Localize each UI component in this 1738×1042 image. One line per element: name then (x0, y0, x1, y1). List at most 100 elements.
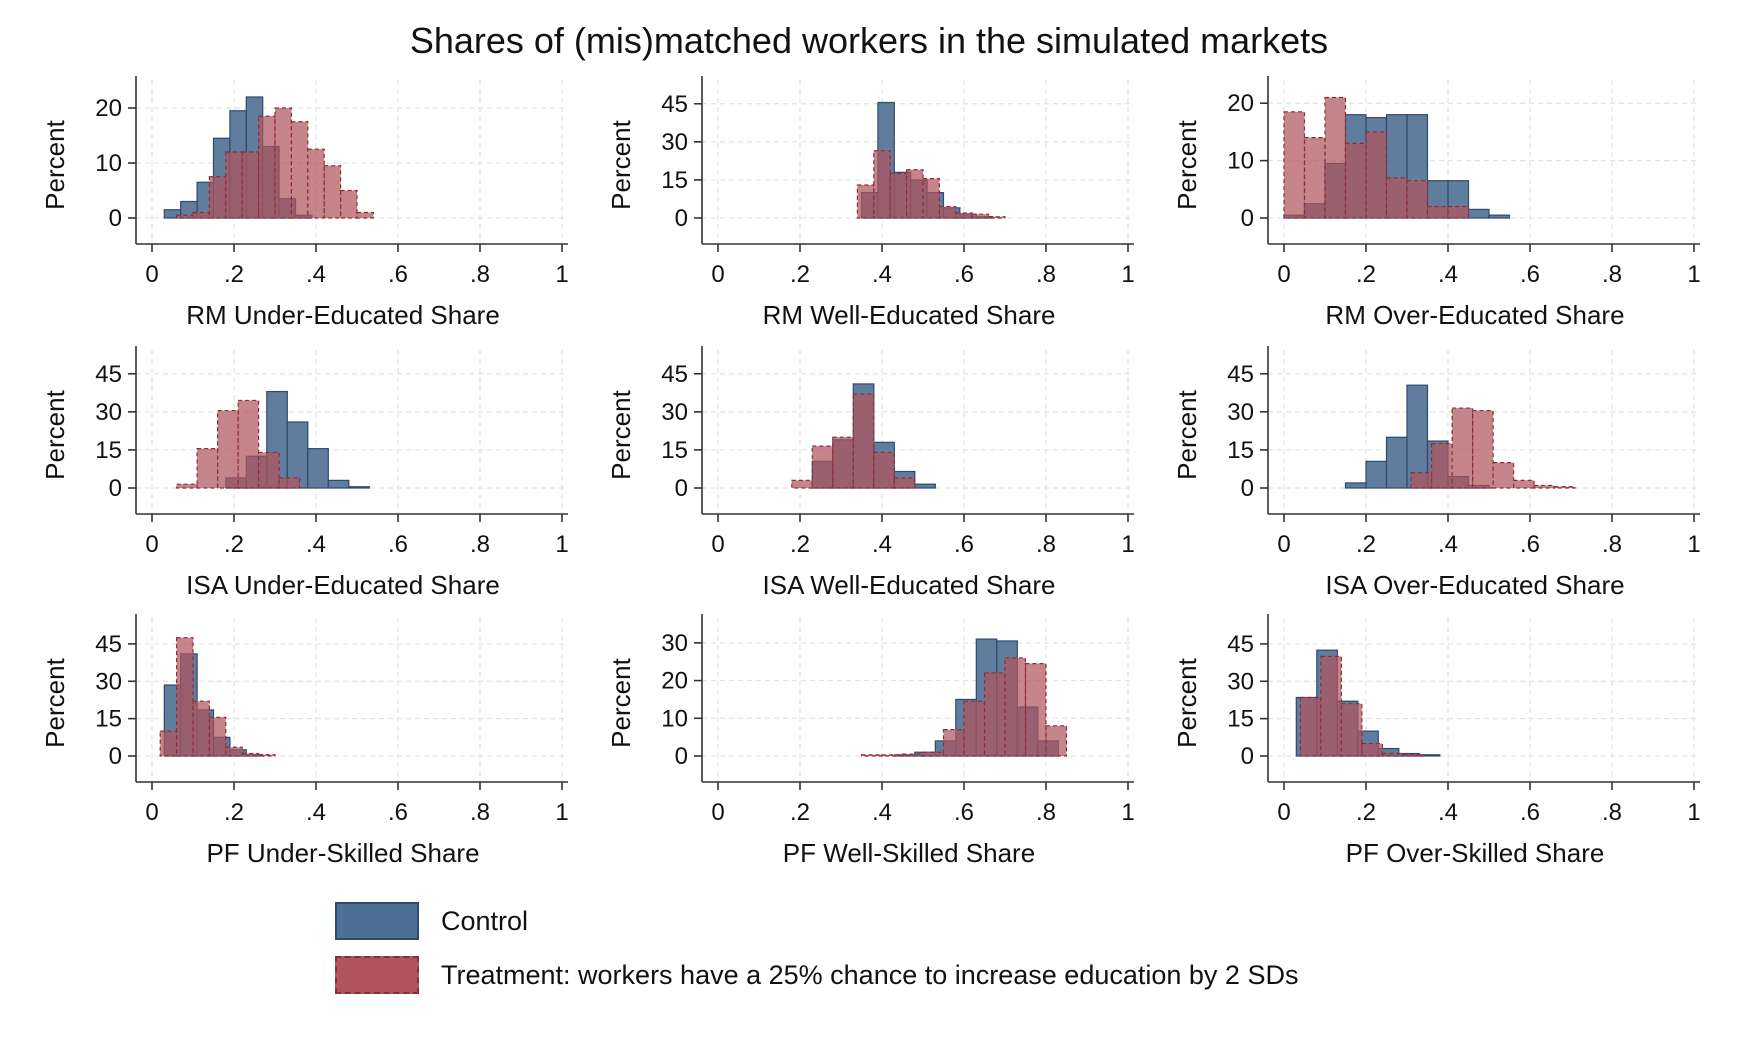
x-tick-label: 0 (145, 799, 158, 826)
x-tick-label: .2 (224, 799, 244, 826)
control-bar (327, 479, 350, 489)
histogram-svg: 0 15 30 45 0 .2 .4 .6 .8 1 ISA Well-Educated Share… (606, 346, 1135, 600)
figure-title: Shares of (mis)matched workers in the si… (409, 20, 1329, 61)
y-tick-label: 10 (661, 705, 688, 732)
treatment-bar (856, 184, 875, 219)
x-tick-label: .2 (224, 261, 244, 288)
treatment-bar (988, 216, 1006, 219)
treatment-bar (1320, 655, 1342, 757)
histogram-svg: 0 15 30 45 0 .2 .4 .6 .8 1 ISA Over-Educated Share… (1172, 346, 1701, 600)
control-bar (1365, 460, 1388, 489)
x-tick-label: .4 (1438, 531, 1458, 558)
histogram-panel: 0 10 20 30 0 .2 .4 .6 .8 1 PF Well-Skilled Share Pe… (580, 598, 1150, 868)
y-tick-label: 0 (109, 475, 122, 502)
treatment-bar (1533, 484, 1556, 489)
treatment-bar (1024, 662, 1047, 757)
y-axis-title: Percent (40, 119, 70, 209)
treatment-bar (176, 214, 194, 219)
y-axis-title: Percent (40, 657, 70, 747)
x-tick-label: .6 (1520, 261, 1540, 288)
legend-swatch-control (335, 902, 419, 940)
x-tick-label: 1 (1121, 261, 1134, 288)
x-tick-label: 0 (145, 531, 158, 558)
x-tick-label: .2 (1356, 531, 1376, 558)
histogram-panel: 0 15 30 45 0 .2 .4 .6 .8 1 PF Over-Skilled Share Pe… (1146, 598, 1716, 868)
legend-label-treatment: Treatment: workers have a 25% chance to … (441, 960, 1299, 990)
treatment-bar (1492, 462, 1515, 489)
x-tick-label: 1 (555, 531, 568, 558)
x-tick-label: 1 (555, 799, 568, 826)
treatment-bar (811, 445, 834, 489)
control-bar (307, 448, 329, 489)
treatment-bar (889, 172, 908, 219)
x-tick-label: .4 (306, 261, 326, 288)
y-axis-title: Percent (1172, 389, 1202, 479)
y-tick-label: 30 (1227, 668, 1254, 695)
histogram-panel: 0 15 30 45 0 .2 .4 .6 .8 1 RM Well-Educated Share P… (580, 60, 1150, 330)
treatment-bar (881, 754, 904, 757)
y-tick-label: 0 (109, 743, 122, 770)
treatment-bar (208, 716, 227, 757)
y-tick-label: 30 (661, 399, 688, 426)
y-tick-label: 30 (661, 630, 688, 657)
x-tick-label: .6 (954, 799, 974, 826)
x-tick-label: 0 (711, 799, 724, 826)
treatment-bar (258, 451, 280, 489)
histogram-svg: 0 15 30 45 0 .2 .4 .6 .8 1 PF Under-Skilled Share P… (40, 614, 569, 868)
treatment-bar (1340, 703, 1363, 757)
x-tick-label: .8 (470, 799, 490, 826)
treatment-bar (290, 121, 309, 219)
control-bar (1467, 208, 1490, 219)
x-tick-label: .4 (872, 799, 892, 826)
x-tick-label: .4 (1438, 799, 1458, 826)
x-axis-title: ISA Under-Educated Share (186, 570, 500, 600)
x-tick-label: .4 (306, 531, 326, 558)
treatment-bar (1513, 479, 1535, 489)
x-axis-title: ISA Over-Educated Share (1325, 570, 1624, 600)
y-tick-label: 45 (1227, 361, 1254, 388)
x-tick-label: .6 (388, 531, 408, 558)
y-tick-label: 15 (95, 706, 122, 733)
treatment-bar (237, 399, 260, 489)
treatment-bar (971, 213, 990, 219)
histogram-panel: 0 15 30 45 0 .2 .4 .6 .8 1 ISA Well-Educated Share… (580, 330, 1150, 600)
x-axis-title: PF Under-Skilled Share (206, 838, 479, 868)
x-tick-label: .8 (1036, 261, 1056, 288)
treatment-bar (196, 448, 219, 489)
y-axis-title: Percent (606, 119, 636, 209)
y-tick-label: 0 (1241, 205, 1254, 232)
histogram-svg: 0 15 30 45 0 .2 .4 .6 .8 1 RM Well-Educated Share P… (606, 76, 1135, 330)
x-tick-label: 1 (1121, 531, 1134, 558)
control-bar (1344, 482, 1367, 489)
treatment-bar (1472, 409, 1494, 489)
treatment-bar (159, 730, 178, 757)
treatment-bar (1426, 205, 1449, 219)
y-tick-label: 30 (95, 668, 122, 695)
x-axis-title: RM Under-Educated Share (186, 300, 500, 330)
treatment-bar (258, 754, 276, 757)
y-axis-title: Percent (1172, 657, 1202, 747)
x-tick-label: .6 (1520, 799, 1540, 826)
y-axis-title: Percent (1172, 119, 1202, 209)
y-tick-label: 45 (661, 361, 688, 388)
control-bar (348, 486, 370, 489)
x-tick-label: .6 (954, 261, 974, 288)
x-tick-label: .8 (470, 531, 490, 558)
y-axis-title: Percent (606, 389, 636, 479)
histogram-svg: 0 10 20 0 .2 .4 .6 .8 1 RM Under-Educated Share Pe… (40, 76, 569, 330)
y-tick-label: 0 (675, 743, 688, 770)
treatment-bar (1299, 696, 1322, 757)
y-tick-label: 20 (95, 95, 122, 122)
y-tick-label: 20 (661, 668, 688, 695)
x-tick-label: .8 (1602, 261, 1622, 288)
histogram-svg: 0 10 20 30 0 .2 .4 .6 .8 1 PF Well-Skilled Share Pe… (606, 614, 1135, 868)
x-tick-label: .2 (790, 531, 810, 558)
control-bar (1488, 214, 1511, 219)
x-tick-label: 0 (1277, 261, 1290, 288)
treatment-bar (1381, 752, 1404, 757)
treatment-bar (1283, 111, 1306, 219)
y-tick-label: 15 (1227, 437, 1254, 464)
treatment-bar (1410, 472, 1433, 489)
y-tick-label: 10 (95, 150, 122, 177)
y-tick-label: 30 (1227, 399, 1254, 426)
